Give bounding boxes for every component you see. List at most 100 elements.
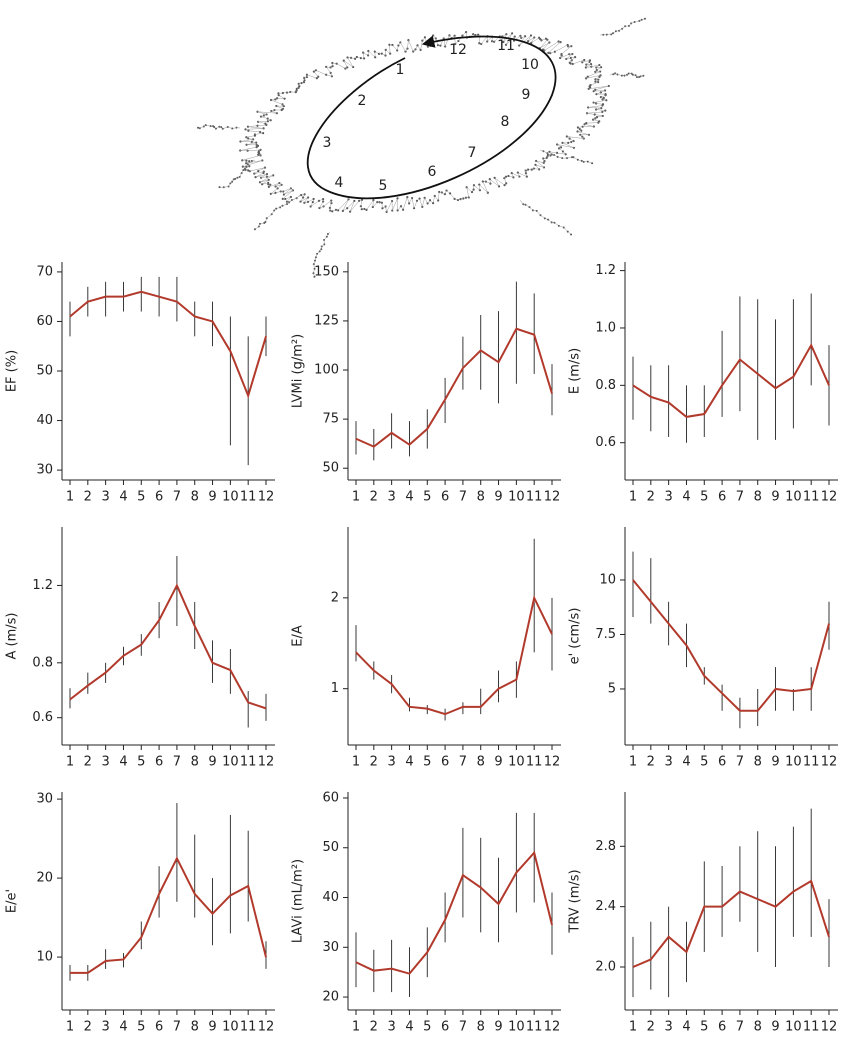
network-edge bbox=[392, 44, 398, 51]
x-tick-label: 7 bbox=[459, 755, 467, 770]
x-tick-label: 9 bbox=[208, 755, 216, 770]
network-edge bbox=[566, 136, 584, 139]
x-tick-label: 6 bbox=[441, 490, 449, 505]
x-tick-label: 2 bbox=[84, 1020, 92, 1035]
network-edge bbox=[337, 199, 349, 211]
network-node bbox=[410, 196, 414, 200]
network-edge bbox=[255, 173, 267, 178]
network-edge bbox=[588, 107, 602, 109]
network-node bbox=[567, 45, 570, 48]
network-node bbox=[507, 174, 510, 178]
x-tick-label: 8 bbox=[754, 755, 762, 770]
x-tick-label: 4 bbox=[119, 755, 127, 770]
x-tick-label: 12 bbox=[258, 755, 275, 770]
network-edge bbox=[400, 42, 406, 52]
network-edge bbox=[572, 59, 585, 65]
network-node bbox=[642, 74, 645, 77]
network-node bbox=[197, 126, 200, 129]
x-tick-label: 1 bbox=[629, 755, 637, 770]
network-node bbox=[527, 40, 530, 43]
network-edge bbox=[482, 181, 489, 193]
network-edge bbox=[430, 35, 434, 46]
x-tick-label: 7 bbox=[173, 755, 181, 770]
network-edge bbox=[590, 81, 599, 86]
y-tick-label: 1.2 bbox=[32, 578, 53, 593]
network-edge bbox=[260, 173, 268, 178]
network-node bbox=[597, 121, 600, 124]
network-edge bbox=[531, 37, 540, 44]
x-tick-label: 1 bbox=[352, 755, 360, 770]
network-edge bbox=[257, 124, 267, 126]
network-edge bbox=[419, 198, 423, 207]
x-tick-label: 3 bbox=[664, 490, 672, 505]
network-node bbox=[291, 189, 295, 192]
x-tick-label: 8 bbox=[477, 755, 485, 770]
x-tick-label: 1 bbox=[66, 490, 74, 505]
network-node bbox=[601, 104, 604, 107]
network-edge bbox=[535, 164, 545, 168]
network-edge bbox=[494, 177, 505, 186]
stage-label: 12 bbox=[449, 42, 467, 58]
trajectory-network bbox=[197, 17, 646, 278]
network-node bbox=[567, 141, 570, 144]
network-edge bbox=[258, 167, 266, 172]
x-tick-label: 11 bbox=[240, 490, 257, 505]
x-tick-label: 11 bbox=[526, 755, 543, 770]
network-edge bbox=[325, 66, 331, 74]
network-node bbox=[464, 196, 467, 199]
stage-label: 7 bbox=[468, 145, 477, 161]
stage-label: 11 bbox=[497, 38, 515, 54]
network-node bbox=[322, 205, 325, 208]
network-node bbox=[524, 169, 527, 172]
network-edge bbox=[246, 160, 263, 164]
network-edge bbox=[242, 160, 263, 167]
x-tick-label: 4 bbox=[405, 755, 413, 770]
network-edge bbox=[432, 195, 435, 204]
x-tick-label: 8 bbox=[754, 490, 762, 505]
y-tick-label: 20 bbox=[322, 990, 339, 1005]
network-node bbox=[263, 166, 267, 169]
network-edge bbox=[413, 200, 418, 209]
network-edge bbox=[389, 44, 391, 54]
x-tick-label: 4 bbox=[682, 490, 690, 505]
network-edge bbox=[596, 109, 606, 111]
network-edge bbox=[255, 172, 264, 178]
series-line bbox=[355, 594, 553, 716]
network-node bbox=[445, 189, 448, 192]
network-node bbox=[570, 233, 573, 236]
network-node bbox=[241, 165, 244, 168]
y-tick-label: 10 bbox=[36, 950, 53, 965]
x-tick-label: 10 bbox=[222, 490, 239, 505]
network-node bbox=[591, 162, 594, 165]
network-node bbox=[601, 110, 604, 114]
network-node bbox=[545, 156, 548, 160]
network-edge bbox=[372, 201, 378, 208]
network-node bbox=[220, 126, 223, 129]
x-tick-label: 4 bbox=[682, 1020, 690, 1035]
x-tick-label: 12 bbox=[821, 490, 838, 505]
y-tick-label: 1 bbox=[331, 681, 339, 696]
network-edge bbox=[249, 167, 265, 172]
network-edge bbox=[306, 74, 317, 79]
stage-label: 1 bbox=[396, 62, 405, 78]
x-tick-label: 3 bbox=[101, 1020, 109, 1035]
network-edge bbox=[336, 63, 346, 69]
stage-label: 5 bbox=[379, 178, 388, 194]
network-node bbox=[262, 170, 265, 173]
x-tick-label: 2 bbox=[84, 490, 92, 505]
network-edge bbox=[270, 188, 278, 195]
network-edge bbox=[593, 99, 607, 103]
network-node bbox=[503, 177, 506, 180]
network-edge bbox=[549, 151, 558, 154]
x-tick-label: 11 bbox=[240, 755, 257, 770]
network-edge bbox=[544, 41, 559, 51]
x-tick-label: 2 bbox=[370, 1020, 378, 1035]
network-edge bbox=[313, 71, 319, 77]
x-tick-label: 11 bbox=[803, 755, 820, 770]
network-node bbox=[540, 39, 543, 42]
network-edge bbox=[489, 178, 500, 187]
network-edge bbox=[323, 200, 332, 207]
x-tick-label: 12 bbox=[821, 755, 838, 770]
network-node bbox=[592, 125, 595, 128]
network-edge bbox=[300, 197, 309, 202]
